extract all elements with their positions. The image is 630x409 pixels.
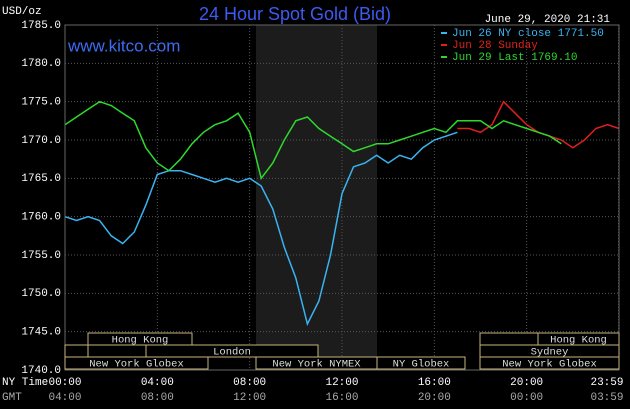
x2-tick-label: 03:59 [590,392,623,404]
y-tick-label: 1785.0 [21,20,61,32]
x-tick-label: 16:00 [418,377,451,389]
legend-label: Jun 26 NY close 1771.50 [452,28,604,40]
x-tick-label: 23:59 [590,377,623,389]
session-box [64,356,209,370]
legend-label: Jun 28 Sunday [452,40,538,52]
session-box [479,332,539,346]
x-tick-label: 04:00 [141,377,174,389]
y-tick-label: 1760.0 [21,212,61,224]
x2-axis-label: GMT [2,392,22,404]
y-tick-label: 1775.0 [21,97,61,109]
y-tick-label: 1770.0 [21,135,61,147]
x-tick-label: 12:00 [325,377,358,389]
x2-tick-label: 04:00 [48,392,81,404]
legend-label: Jun 29 Last 1769.10 [452,52,577,64]
y-tick-label: 1740.0 [21,365,61,377]
x2-tick-label: 00:00 [510,392,543,404]
session-label: Sydney [531,346,569,358]
x2-tick-label: 16:00 [325,392,358,404]
session-box [87,332,193,346]
session-label: New York NYMEX [272,358,361,370]
unit-label: USD/oz [2,6,42,18]
x-tick-label: 00:00 [48,377,81,389]
session-box [479,356,620,370]
series-line [64,131,458,327]
y-tick-label: 1780.0 [21,58,61,70]
plot [64,100,620,327]
session-label: London [213,346,251,358]
y-tick-label: 1745.0 [21,327,61,339]
x-tick-label: 20:00 [510,377,543,389]
x2-tick-label: 08:00 [141,392,174,404]
y-tick-label: 1765.0 [21,173,61,185]
session-label: Hong Kong [112,334,169,346]
x2-tick-label: 12:00 [233,392,266,404]
chart-title: 24 Hour Spot Gold (Bid) [199,4,391,24]
session-label: Hong Kong [550,334,607,346]
y-tick-label: 1755.0 [21,250,61,262]
session-label: New York Globex [89,358,184,370]
session-box [64,344,89,358]
nymex-band [256,25,377,370]
session-label: New York Globex [502,358,597,370]
session-label: NY Globex [393,358,450,370]
timestamp: June 29, 2020 21:31 [485,14,611,26]
x-tick-label: 08:00 [233,377,266,389]
x-axis-label: NY Time [2,377,48,389]
series-line [64,100,562,181]
y-tick-label: 1750.0 [21,288,61,300]
session-box [376,356,466,370]
site: www.kitco.com [67,36,180,55]
plot-border [64,24,620,371]
session-box [145,344,319,358]
x2-tick-label: 20:00 [418,392,451,404]
